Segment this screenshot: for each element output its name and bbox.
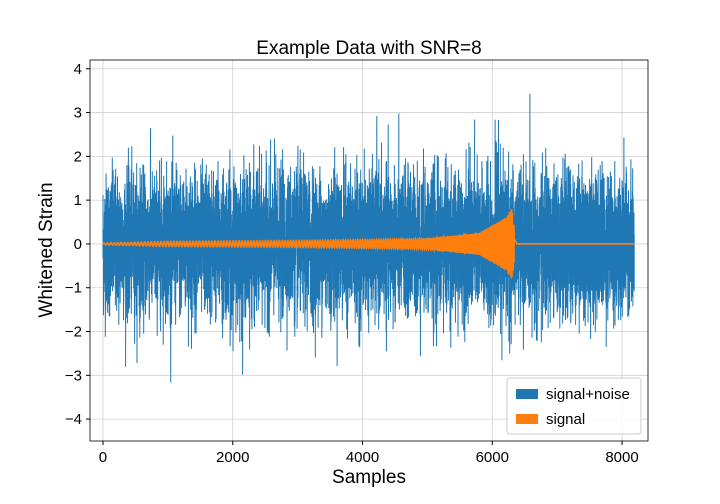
y-tick-label: −2: [65, 324, 82, 341]
legend: signal+noise signal: [506, 377, 642, 435]
series-signal-noise-line: [102, 93, 635, 383]
y-tick-label: 2: [74, 148, 82, 165]
y-tick-label: 3: [74, 105, 82, 122]
legend-swatch-signal: [516, 414, 538, 424]
x-axis-label: Samples: [332, 467, 406, 488]
y-tick-label: 0: [74, 236, 82, 253]
plot-frame: [89, 59, 649, 442]
y-tick-label: −1: [65, 280, 82, 297]
x-tick-label: 0: [99, 449, 107, 466]
y-axis-label: Whitened Strain: [36, 182, 57, 317]
legend-label-signal: signal: [546, 411, 585, 428]
y-tick-label: −3: [65, 367, 82, 384]
legend-box: [506, 377, 642, 435]
series-signal-line: [102, 209, 635, 279]
chart-title: Example Data with SNR=8: [256, 38, 481, 59]
x-tick-label: 4000: [346, 449, 379, 466]
plot-lines: [102, 93, 635, 383]
legend-swatch-signal-noise: [516, 389, 538, 399]
y-tick-label: −4: [65, 411, 82, 428]
x-tick-label: 6000: [476, 449, 509, 466]
x-tick-label: 8000: [605, 449, 638, 466]
x-axis-ticks: 0 2000 4000 6000 8000: [99, 441, 639, 466]
y-tick-label: 4: [74, 61, 82, 78]
y-tick-label: 1: [74, 192, 82, 209]
y-axis-ticks: 4 3 2 1 0 −1 −2 −3 −4: [65, 61, 90, 428]
legend-label-signal-noise: signal+noise: [546, 386, 630, 403]
x-tick-label: 2000: [216, 449, 249, 466]
